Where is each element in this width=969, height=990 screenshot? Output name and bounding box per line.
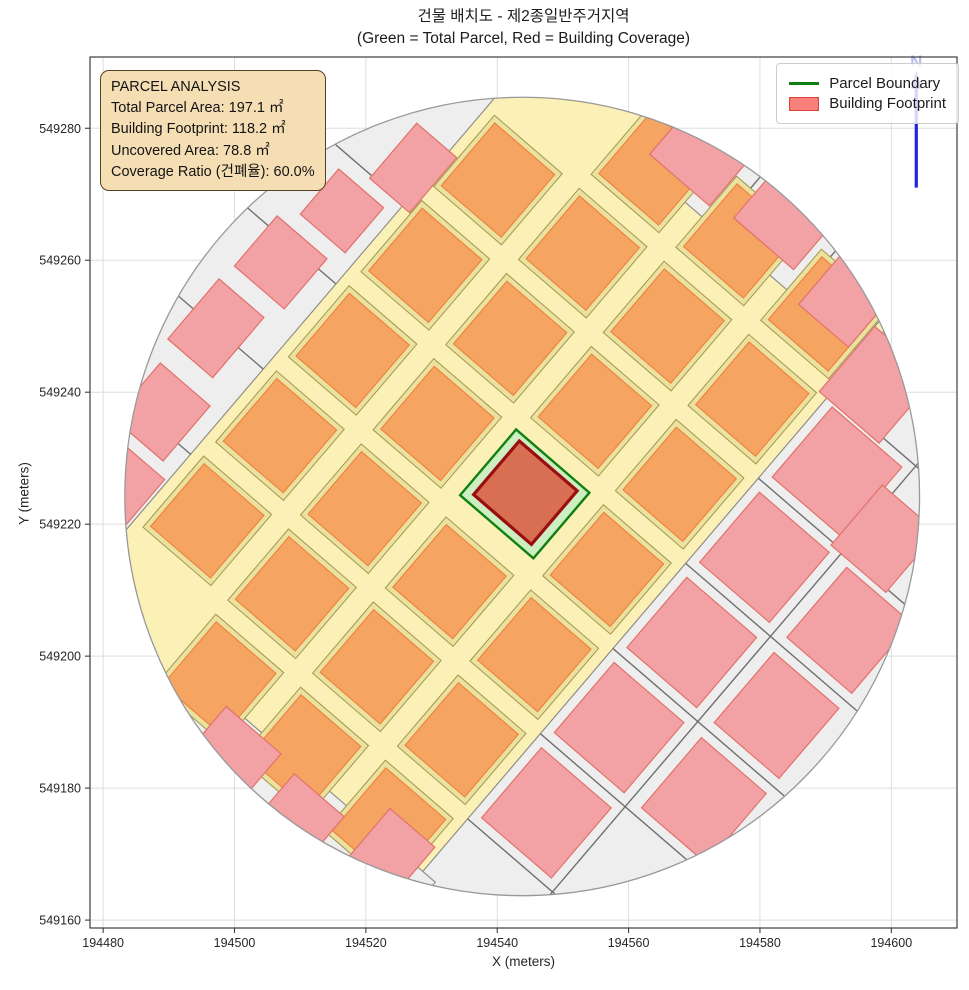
neighbor-building	[480, 746, 613, 879]
neighbor-building	[626, 576, 758, 709]
buffer-outline	[124, 96, 921, 897]
neighbor-parcel	[694, 341, 810, 458]
neighbor-building	[830, 484, 920, 594]
neighbor-parcel	[246, 694, 362, 810]
legend-label-parcel-boundary: Parcel Boundary	[829, 75, 941, 92]
neighbor-parcel	[149, 462, 265, 579]
neighbor-parcel	[307, 450, 423, 567]
analysis-coverage-ratio: Coverage Ratio (건폐율): 60.0%	[111, 163, 315, 180]
street-line	[612, 648, 796, 806]
y-tick-label: 549260	[39, 254, 81, 268]
neighbor-building	[166, 278, 265, 379]
y-tick-label: 549240	[39, 386, 81, 400]
neighbor-parcel	[525, 195, 641, 312]
neighbor-parcel	[367, 207, 483, 324]
legend-label-building-footprint: Building Footprint	[829, 95, 946, 112]
street-line	[685, 562, 869, 721]
x-tick-label: 194560	[608, 936, 650, 950]
axis-ticks: 194480 194500 194520 194540 194560 194580 1946…	[39, 122, 912, 950]
neighbor-parcel	[537, 353, 653, 470]
parcel-analysis-box: PARCEL ANALYSIS Total Parcel Area: 197.1…	[100, 70, 326, 192]
x-tick-label: 194480	[82, 936, 124, 950]
neighbor-parcel	[549, 511, 665, 628]
x-tick-label: 194580	[739, 936, 781, 950]
x-tick-label: 194520	[345, 936, 387, 950]
neighbor-parcel	[404, 681, 520, 798]
x-tick-label: 194540	[476, 936, 518, 950]
y-tick-label: 549180	[39, 782, 81, 796]
neighbor-building	[698, 491, 831, 624]
legend-item-building-footprint: Building Footprint	[789, 95, 946, 112]
y-axis-label: Y (meters)	[16, 462, 32, 525]
chart-title-line1: 건물 배치도 - 제2종일반주거지역	[417, 8, 630, 25]
analysis-uncovered-area: Uncovered Area: 78.8 ㎡	[111, 142, 270, 159]
neighbor-parcel	[610, 268, 726, 385]
neighbor-parcel	[319, 608, 435, 725]
analysis-title: PARCEL ANALYSIS	[111, 79, 241, 95]
cadastral-area	[366, 274, 920, 896]
y-tick-label: 549220	[39, 518, 81, 532]
neighbor-parcel	[161, 621, 277, 737]
neighbor-parcel	[452, 280, 568, 397]
target-building-footprint	[471, 438, 580, 547]
x-tick-label: 194600	[870, 936, 912, 950]
neighbor-parcel	[222, 377, 338, 494]
chart-title-line2: (Green = Total Parcel, Red = Building Co…	[356, 30, 691, 47]
x-tick-label: 194500	[214, 936, 256, 950]
neighbor-parcel	[379, 365, 495, 482]
neighbor-parcel	[295, 292, 411, 409]
neighbor-building	[368, 122, 458, 214]
x-axis-label: X (meters)	[491, 954, 555, 969]
neighbor-parcel	[476, 596, 592, 713]
neighbor-parcel	[234, 535, 350, 652]
neighbor-building	[233, 215, 328, 310]
y-tick-label: 549280	[39, 122, 81, 136]
legend: Parcel Boundary Building Footprint	[776, 63, 959, 124]
building-footprint-patch-swatch	[789, 96, 820, 111]
neighbor-parcel	[392, 523, 508, 640]
y-tick-label: 549160	[39, 914, 81, 928]
neighbor-building	[124, 444, 166, 546]
neighbor-parcel	[622, 426, 738, 543]
parcel-boundary-line-swatch	[789, 82, 820, 85]
legend-item-parcel-boundary: Parcel Boundary	[789, 75, 946, 92]
neighbor-building	[640, 736, 768, 865]
analysis-building-footprint: Building Footprint: 118.2 ㎡	[111, 121, 286, 138]
neighbor-building	[553, 661, 685, 794]
street-line	[467, 818, 651, 896]
chart-title: 건물 배치도 - 제2종일반주거지역 (Green = Total Parcel…	[90, 6, 957, 50]
plot-frame	[89, 56, 958, 929]
neighbor-building	[713, 651, 840, 780]
y-tick-label: 549200	[39, 650, 81, 664]
analysis-total-area: Total Parcel Area: 197.1 ㎡	[111, 100, 284, 117]
neighbor-parcel	[440, 122, 556, 239]
